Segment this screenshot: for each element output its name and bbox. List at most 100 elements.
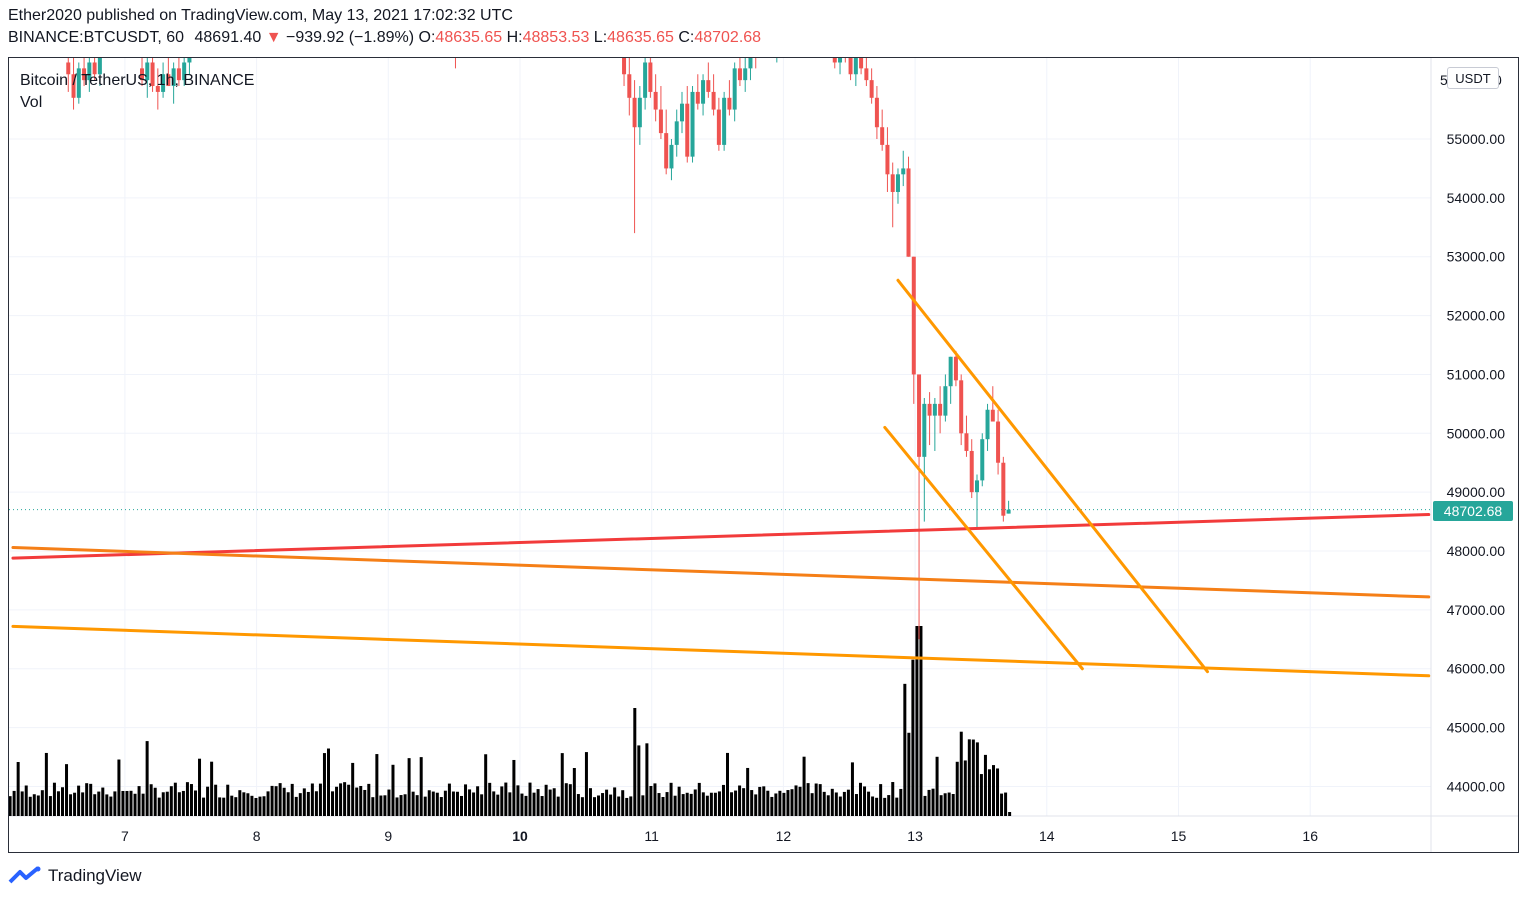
volume-bar — [427, 790, 431, 816]
volume-bar — [274, 786, 278, 816]
volume-bar — [1008, 812, 1012, 816]
close-value: 48702.68 — [694, 29, 762, 46]
y-tick-label: 54000.00 — [1447, 190, 1506, 206]
volume-bar — [447, 783, 451, 816]
x-tick-label: 9 — [384, 828, 392, 844]
symbol-quote-line: BINANCE:BTCUSDT, 60 48691.40 ▼ −939.92 (… — [8, 29, 761, 47]
candle-body — [166, 74, 171, 87]
open-value: 48635.65 — [435, 29, 503, 46]
volume-bar — [32, 794, 36, 816]
volume-bar — [987, 769, 991, 816]
candle-body — [953, 356, 958, 381]
volume-bar — [343, 782, 347, 816]
volume-bar — [786, 790, 790, 816]
volume-bar — [842, 791, 846, 816]
candle-body — [87, 62, 92, 81]
volume-bar — [24, 785, 28, 816]
volume-bar — [145, 741, 149, 816]
volume-bar — [282, 787, 286, 816]
candle-body — [176, 68, 181, 81]
volume-bar — [830, 788, 834, 816]
volume-bar — [758, 786, 762, 816]
volume-bar — [379, 795, 383, 816]
volume-bar — [153, 787, 157, 816]
volume-bar — [609, 794, 613, 816]
candle-body — [943, 386, 948, 416]
volume-bar — [621, 790, 625, 816]
volume-bar — [963, 760, 967, 816]
volume-bar — [222, 797, 226, 816]
candle-body — [627, 74, 632, 98]
volume-bar — [983, 754, 987, 816]
candle-body — [92, 62, 97, 75]
volume-bar — [242, 792, 246, 816]
high-label: H: — [506, 29, 523, 46]
current-price-tag: 48702.68 — [1433, 501, 1513, 521]
candle-body — [996, 421, 1001, 463]
currency-unit-button[interactable]: USDT — [1447, 67, 1499, 89]
volume-bar — [576, 794, 580, 816]
low-label: L: — [593, 29, 608, 46]
volume-bar — [302, 788, 306, 816]
candle-body — [674, 121, 679, 145]
volume-bar — [738, 785, 742, 816]
candle-body — [187, 58, 192, 63]
volume-bar — [790, 789, 794, 816]
candle-body — [690, 91, 695, 157]
volume-bar — [705, 795, 709, 816]
volume-bar — [1004, 792, 1008, 816]
volume-bar — [202, 797, 206, 816]
volume-bar — [907, 732, 911, 816]
volume-bar — [713, 792, 717, 816]
volume-bar — [206, 786, 210, 816]
volume-bar — [52, 782, 56, 816]
chart-frame[interactable] — [8, 57, 1519, 853]
volume-bar — [891, 782, 895, 816]
y-tick-label: 55000.00 — [1447, 131, 1506, 147]
candle-body — [901, 168, 906, 175]
volume-bar — [536, 789, 540, 816]
volume-bar — [177, 792, 181, 816]
volume-bar — [895, 797, 899, 816]
volume-bar — [20, 791, 24, 816]
candle-body — [632, 97, 637, 128]
volume-bar — [524, 795, 528, 816]
volume-bar — [129, 790, 133, 816]
volume-bar — [689, 793, 693, 816]
volume-bar — [677, 786, 681, 816]
volume-bar — [657, 793, 661, 816]
volume-bar — [850, 762, 854, 816]
candle-body — [76, 68, 81, 98]
volume-bar — [419, 757, 423, 816]
volume-bar — [669, 782, 673, 816]
volume-bar — [407, 758, 411, 816]
candle-body — [848, 58, 853, 75]
volume-bar — [802, 756, 806, 816]
volume-bar — [109, 796, 113, 816]
volume-bar — [556, 796, 560, 816]
volume-bar — [9, 796, 12, 816]
footer-brand[interactable]: TradingView — [8, 866, 142, 886]
volume-bar — [951, 794, 955, 816]
candle-body — [679, 103, 684, 122]
volume-bar — [185, 782, 189, 816]
volume-bar — [693, 789, 697, 816]
volume-bar — [258, 796, 262, 816]
volume-bar — [500, 786, 504, 816]
candle-body — [150, 62, 155, 87]
volume-bar — [137, 786, 141, 816]
volume-bar — [726, 752, 730, 816]
candle-body — [864, 68, 869, 81]
volume-bar — [863, 786, 867, 816]
candle-body — [843, 51, 847, 57]
volume-bar — [77, 785, 81, 816]
candle-body — [664, 133, 669, 169]
volume-bar — [451, 791, 455, 816]
chart-legend: Bitcoin / TetherUS, 1h, BINANCE Vol — [20, 70, 254, 114]
volume-bar — [649, 785, 653, 816]
volume-bar — [198, 758, 202, 816]
volume-bar — [157, 797, 161, 816]
volume-bar — [459, 795, 463, 816]
candle-body — [622, 58, 627, 75]
